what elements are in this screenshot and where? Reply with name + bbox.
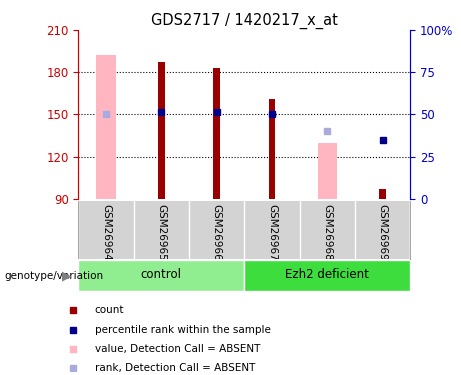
Text: rank, Detection Call = ABSENT: rank, Detection Call = ABSENT <box>95 363 255 372</box>
Bar <box>269 99 275 199</box>
Title: GDS2717 / 1420217_x_at: GDS2717 / 1420217_x_at <box>151 12 338 28</box>
FancyBboxPatch shape <box>78 260 244 291</box>
Text: GSM26964: GSM26964 <box>101 204 111 260</box>
Text: GSM26969: GSM26969 <box>378 204 388 260</box>
Text: control: control <box>141 268 182 282</box>
FancyBboxPatch shape <box>244 260 410 291</box>
Text: value, Detection Call = ABSENT: value, Detection Call = ABSENT <box>95 344 260 354</box>
Text: percentile rank within the sample: percentile rank within the sample <box>95 325 271 335</box>
Text: Ezh2 deficient: Ezh2 deficient <box>285 268 369 282</box>
Bar <box>158 62 165 199</box>
Text: GSM26967: GSM26967 <box>267 204 277 260</box>
Bar <box>379 189 386 199</box>
Text: ▶: ▶ <box>62 269 72 282</box>
Text: count: count <box>95 305 124 315</box>
Bar <box>318 142 337 199</box>
Bar <box>96 56 116 199</box>
Text: GSM26965: GSM26965 <box>156 204 166 260</box>
Text: GSM26966: GSM26966 <box>212 204 222 260</box>
Bar <box>213 68 220 199</box>
Text: GSM26968: GSM26968 <box>322 204 332 260</box>
Text: genotype/variation: genotype/variation <box>5 271 104 280</box>
